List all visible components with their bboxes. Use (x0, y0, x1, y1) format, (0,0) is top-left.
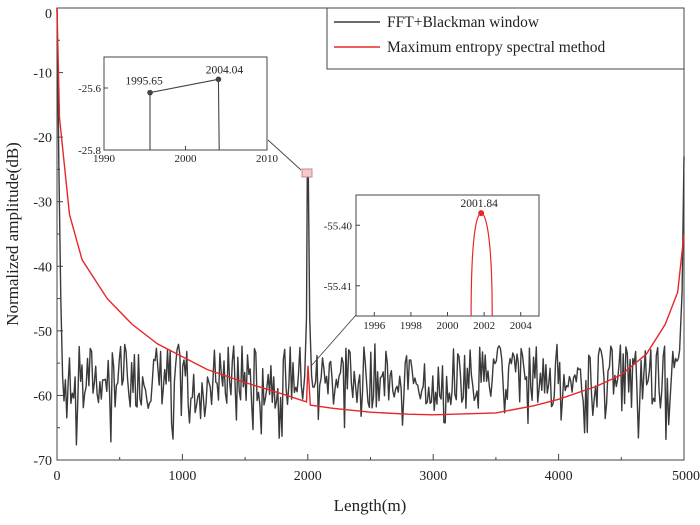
inset-mem-ticks: 1996 1998 2000 2002 2004 -55.40 -55.41 (324, 220, 533, 332)
inset-mem-x-tick-label: 2004 (510, 320, 533, 332)
legend-label-mem: Maximum entropy spectral method (387, 39, 605, 56)
callout-box-fft (301, 168, 313, 178)
y-tick-label: 0 (45, 7, 52, 22)
x-tick-label: 3000 (419, 469, 447, 484)
y-tick-label: -50 (33, 325, 52, 340)
y-tick-label: -60 (33, 389, 52, 404)
inset-fft-x-tick-label: 2010 (256, 153, 279, 165)
y-tick-label: -20 (33, 131, 52, 146)
y-tick-label: -70 (33, 454, 52, 469)
inset-fft-x-tick-label: 2000 (175, 153, 198, 165)
y-tick-label: -30 (33, 196, 52, 211)
inset-fft: 1990 2000 2010 -25.6 -25.8 1995.65 2004.04 (78, 56, 279, 165)
mem-line (56, 7, 685, 416)
legend-label-fft: FFT+Blackman window (387, 14, 540, 31)
inset-fft-y-tick-label: -25.6 (78, 83, 101, 95)
fft-blackman-line (56, 7, 685, 446)
y-axis-title: Normalized amplitude(dB) (3, 142, 22, 326)
inset-mem-x-tick-label: 1996 (363, 320, 386, 332)
inset-mem-y-tick-label: -55.41 (324, 281, 352, 293)
inset-fft-point-2 (215, 76, 222, 83)
inset-mem-peak-label: 2001.84 (460, 198, 498, 210)
inset-mem-x-tick-label: 2002 (473, 320, 495, 332)
inset-fft-point-1 (147, 89, 153, 96)
inset-fft-line (149, 78, 220, 151)
legend: FFT+Blackman window Maximum entropy spec… (326, 7, 685, 70)
x-axis-title: Length(m) (334, 496, 407, 515)
series-mem (56, 7, 685, 416)
series-fft-blackman (56, 7, 685, 446)
inset-mem: 1996 1998 2000 2002 2004 -55.40 -55.41 2001.84 (324, 194, 540, 332)
inset-fft-y-tick-label: -25.8 (78, 145, 101, 157)
inset-fft-x-tick-label: 1990 (93, 153, 116, 165)
inset-mem-peak-point (478, 210, 485, 217)
inset-fft-ticks: 1990 2000 2010 -25.6 -25.8 (78, 83, 278, 165)
y-tick-label: -10 (33, 67, 52, 82)
callout-line-fft (267, 139, 302, 171)
x-tick-label: 5000 (672, 469, 700, 484)
inset-mem-x-tick-label: 1998 (400, 320, 423, 332)
inset-mem-y-tick-label: -55.40 (324, 220, 353, 232)
x-tick-label: 1000 (168, 469, 196, 484)
inset-mem-x-tick-label: 2000 (437, 320, 460, 332)
x-tick-label: 0 (54, 469, 61, 484)
x-tick-label: 4000 (545, 469, 573, 484)
main-axis-ticks: 0 1000 2000 3000 4000 5000 0 -10 -20 -30 -40 -50 -60… (33, 7, 700, 484)
x-tick-label: 2000 (294, 469, 322, 484)
y-tick-label: -40 (33, 260, 52, 275)
inset-fft-label-1: 1995.65 (125, 76, 163, 88)
inset-fft-label-2: 2004.04 (206, 64, 244, 76)
callout-line-mem (311, 314, 357, 366)
